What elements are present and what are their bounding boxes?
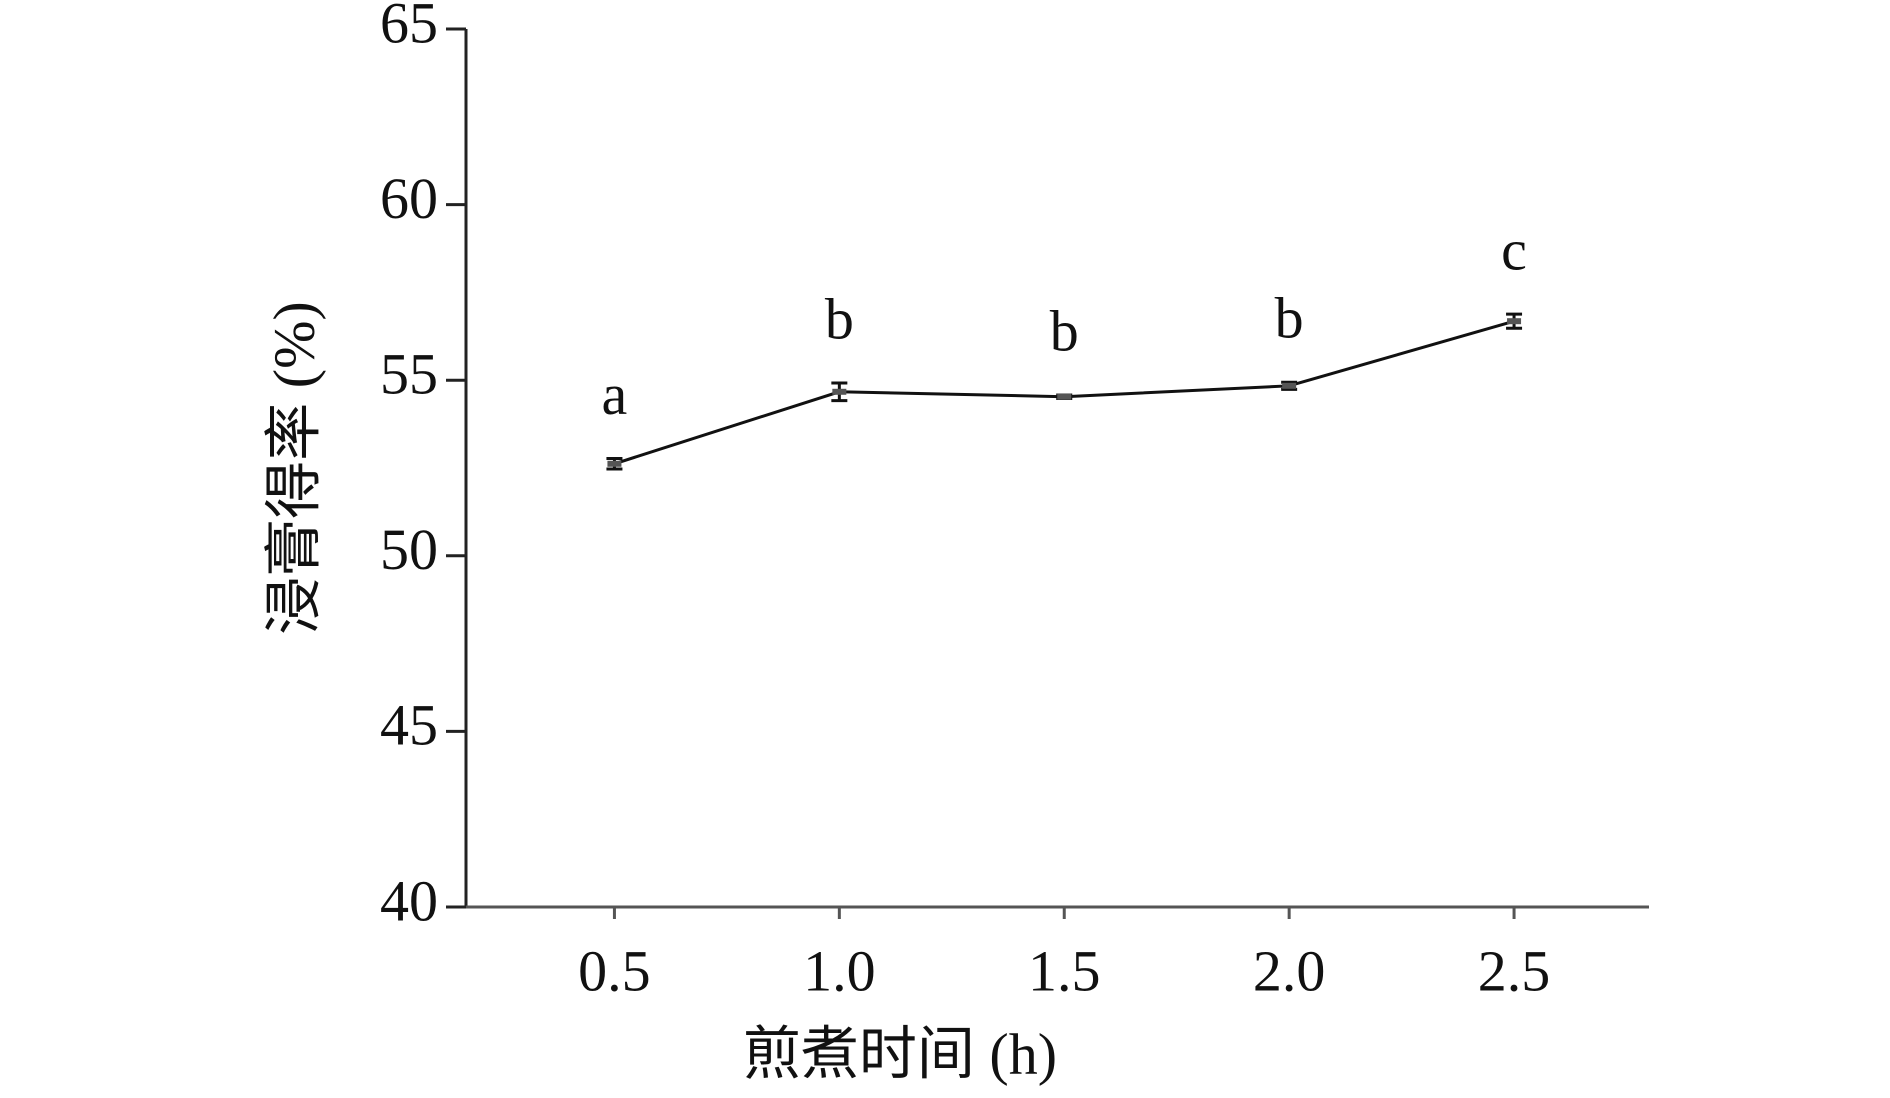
x-tick-label: 2.0 xyxy=(1253,938,1326,1003)
y-tick-label: 55 xyxy=(380,342,438,407)
annotation: b xyxy=(1275,286,1304,351)
x-axis-label: 煎煮时间 (h) xyxy=(743,1021,1057,1086)
x-tick-label: 1.5 xyxy=(1028,938,1101,1003)
x-tick-label: 1.0 xyxy=(803,938,876,1003)
annotation: c xyxy=(1501,217,1527,282)
y-tick-label: 65 xyxy=(380,0,438,55)
annotation: b xyxy=(1050,298,1079,363)
y-axis-label: 浸膏得率 (%) xyxy=(261,301,326,634)
point xyxy=(607,460,622,467)
annotation: a xyxy=(602,362,628,427)
x-tick-label: 2.5 xyxy=(1478,938,1551,1003)
annotation: b xyxy=(825,286,854,351)
point xyxy=(1507,318,1522,325)
y-tick-label: 40 xyxy=(380,868,438,933)
point xyxy=(1282,382,1297,389)
point xyxy=(832,388,847,395)
x-tick-label: 0.5 xyxy=(578,938,651,1003)
y-tick-label: 50 xyxy=(380,517,438,582)
y-tick-label: 60 xyxy=(380,166,438,231)
point xyxy=(1057,393,1072,400)
y-tick-label: 45 xyxy=(380,693,438,758)
